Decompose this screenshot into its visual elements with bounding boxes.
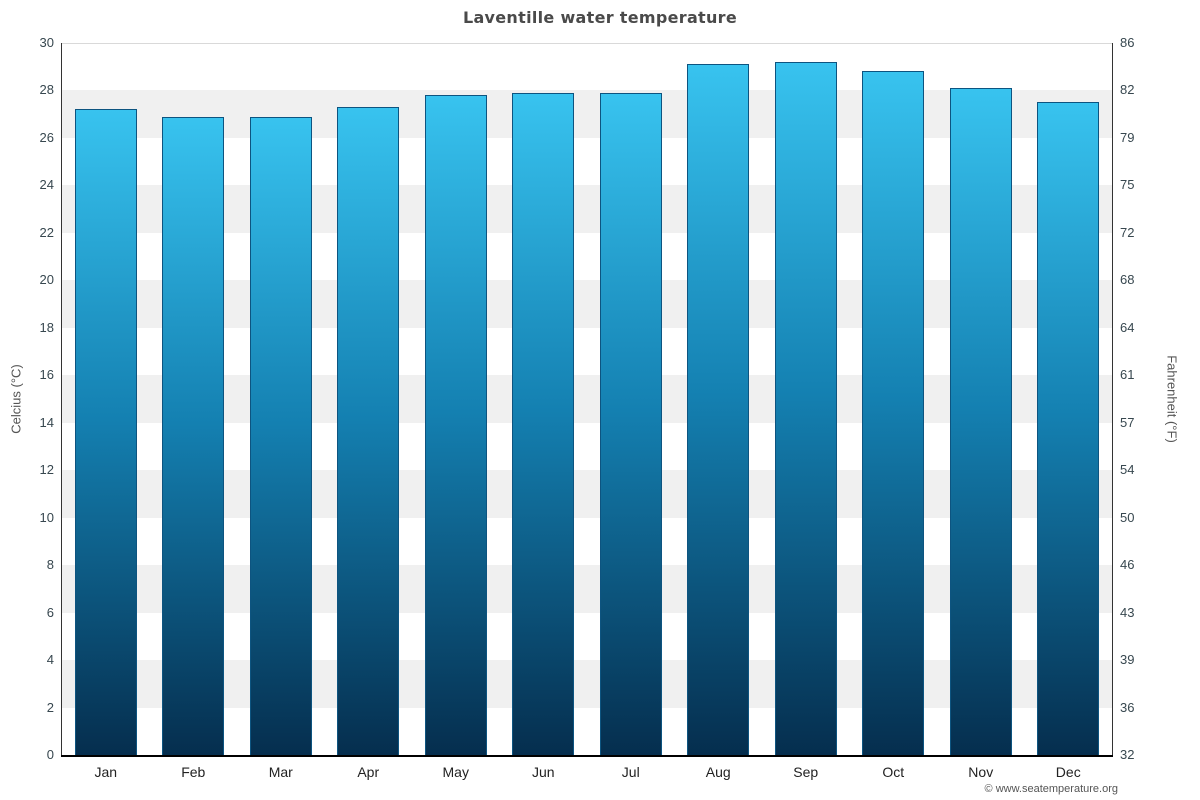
y-tick-label-celsius: 26	[39, 129, 54, 145]
x-tick-label-jul: Jul	[621, 764, 640, 780]
y-tick-label-fahrenheit: 82	[1120, 82, 1135, 98]
x-tick-label-nov: Nov	[968, 764, 994, 780]
y-tick-label-celsius: 4	[46, 652, 54, 668]
x-axis-line	[61, 755, 1113, 757]
y-tick-label-fahrenheit: 72	[1120, 224, 1135, 240]
bar-nov	[949, 88, 1012, 755]
y-tick-label-celsius: 28	[39, 82, 54, 98]
x-tick-label-oct: Oct	[882, 764, 905, 780]
background-band	[62, 565, 1112, 613]
y-tick-label-celsius: 30	[39, 35, 54, 50]
background-band	[62, 185, 1112, 233]
y-tick-label-fahrenheit: 57	[1120, 414, 1135, 430]
x-tick-label-mar: Mar	[268, 764, 293, 780]
y-tick-label-celsius: 10	[39, 509, 54, 525]
background-band	[62, 43, 1112, 91]
y-tick-label-celsius: 8	[46, 557, 54, 573]
bar-aug	[687, 64, 750, 755]
y-tick-label-celsius: 16	[39, 367, 54, 383]
y-axis-left-line	[61, 43, 62, 756]
y-tick-label-celsius: 2	[46, 699, 54, 715]
y-tick-label-celsius: 18	[39, 319, 54, 335]
bar-jan	[74, 109, 137, 755]
background-band	[62, 375, 1112, 423]
bar-sep	[774, 62, 837, 755]
background-band	[62, 517, 1112, 566]
bar-oct	[862, 71, 925, 755]
bar-may	[424, 95, 487, 755]
background-band	[62, 422, 1112, 471]
y-axis-right-line	[1112, 43, 1113, 756]
x-tick-label-apr: Apr	[357, 764, 380, 780]
y-tick-label-fahrenheit: 46	[1120, 557, 1135, 573]
bar-dec	[1037, 102, 1100, 755]
y-tick-label-celsius: 0	[46, 747, 54, 762]
y-tick-label-fahrenheit: 64	[1120, 319, 1135, 335]
bar-feb	[162, 117, 225, 755]
bar-jun	[512, 93, 575, 755]
background-band	[62, 137, 1112, 186]
y-tick-label-celsius: 24	[39, 177, 54, 193]
bar-jul	[599, 93, 662, 755]
copyright-notice: © www.seatemperature.org	[984, 783, 1118, 795]
y-tick-label-fahrenheit: 61	[1120, 367, 1135, 383]
x-tick-label-sep: Sep	[793, 764, 819, 780]
background-band	[62, 660, 1112, 708]
y-tick-label-celsius: 6	[46, 604, 54, 620]
background-band	[62, 707, 1112, 755]
y-tick-label-fahrenheit: 32	[1120, 747, 1135, 762]
background-band	[62, 470, 1112, 518]
y-tick-label-celsius: 20	[39, 272, 54, 288]
bar-apr	[337, 107, 400, 755]
y-tick-label-fahrenheit: 75	[1120, 177, 1135, 193]
y-tick-label-fahrenheit: 39	[1120, 652, 1135, 668]
bar-mar	[249, 117, 312, 755]
background-band	[62, 90, 1112, 138]
y-tick-label-celsius: 14	[39, 414, 54, 430]
y-tick-label-fahrenheit: 79	[1120, 129, 1135, 145]
y-tick-label-fahrenheit: 43	[1120, 604, 1135, 620]
x-tick-label-may: May	[442, 764, 469, 780]
background-band	[62, 232, 1112, 281]
y-tick-label-celsius: 12	[39, 462, 54, 478]
y-axis-title-celsius: Celcius (°C)	[8, 364, 24, 434]
x-tick-label-jan: Jan	[94, 764, 118, 780]
y-axis-title-fahrenheit: Fahrenheit (°F)	[1164, 355, 1180, 443]
background-band	[62, 327, 1112, 376]
x-tick-label-dec: Dec	[1055, 764, 1081, 780]
y-tick-label-fahrenheit: 36	[1120, 699, 1135, 715]
y-tick-label-celsius: 22	[39, 224, 54, 240]
background-band	[62, 612, 1112, 661]
y-tick-label-fahrenheit: 68	[1120, 272, 1135, 288]
x-tick-label-aug: Aug	[705, 764, 731, 780]
y-tick-label-fahrenheit: 86	[1120, 35, 1135, 50]
y-tick-label-fahrenheit: 54	[1120, 462, 1135, 478]
x-tick-label-feb: Feb	[181, 764, 206, 780]
background-band	[62, 280, 1112, 328]
chart-title: Laventille water temperature	[462, 8, 738, 27]
x-tick-label-jun: Jun	[531, 764, 555, 780]
plot-area	[62, 43, 1112, 755]
y-tick-label-fahrenheit: 50	[1120, 509, 1135, 525]
plot-top-border	[62, 43, 1112, 44]
